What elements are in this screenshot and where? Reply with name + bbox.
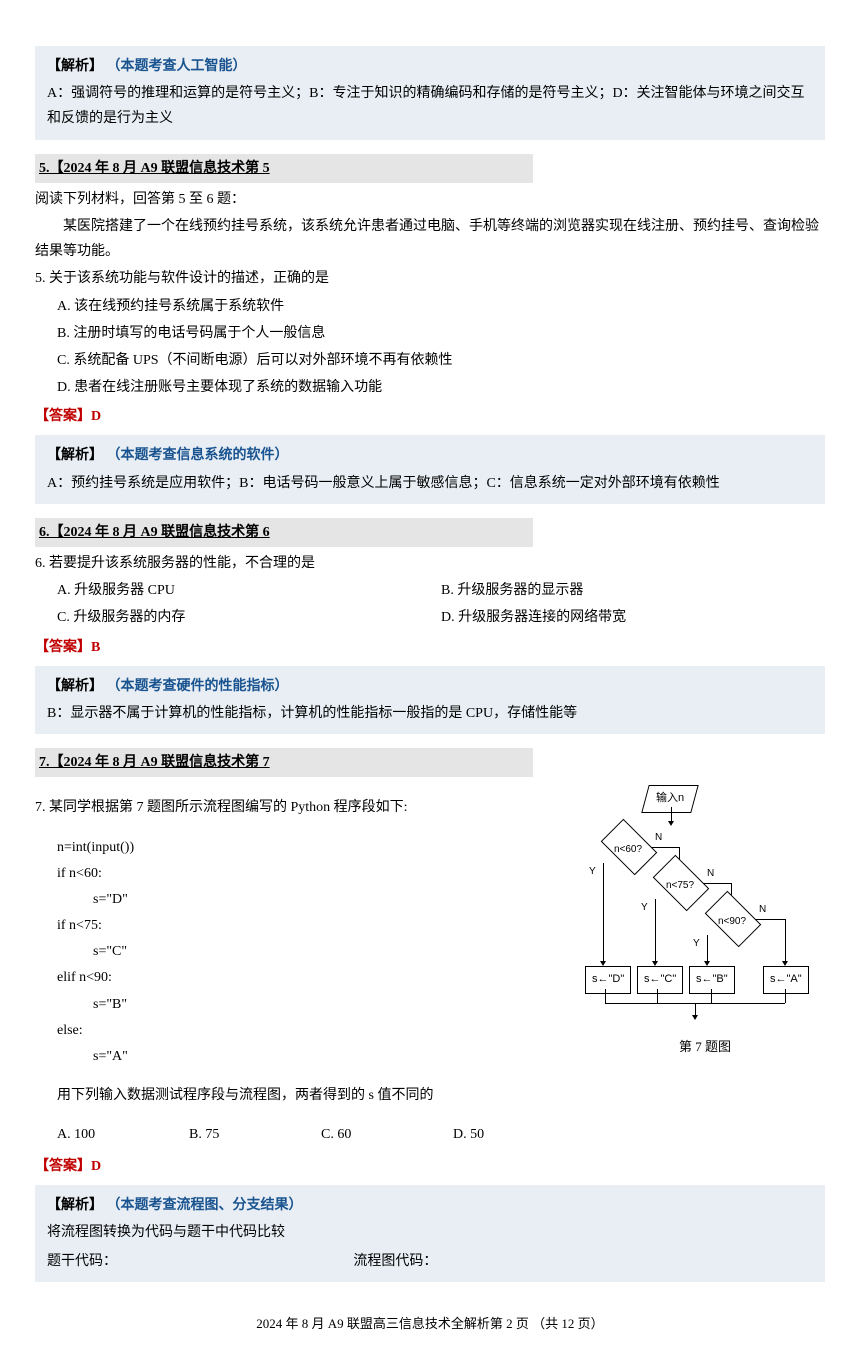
analysis-topic: （本题考查硬件的性能指标）	[107, 679, 289, 694]
q7-opt-d: D. 50	[453, 1122, 585, 1147]
flowchart: 输入n n<60? Y N n<75? Y N n<90? Y N	[585, 781, 825, 1031]
analysis-topic: （本题考查人工智能）	[107, 59, 247, 74]
q6-opt-a: A. 升级服务器 CPU	[57, 578, 441, 603]
analysis-box-q5: 【解析】 （本题考查信息系统的软件） A：预约挂号系统是应用软件；B：电话号码一…	[35, 435, 825, 503]
q6-stem: 6. 若要提升该系统服务器的性能，不合理的是	[35, 551, 825, 576]
q5-opt-a: A. 该在线预约挂号系统属于系统软件	[35, 294, 825, 319]
q7-opt-b: B. 75	[189, 1122, 321, 1147]
q5-body: 阅读下列材料，回答第 5 至 6 题： 某医院搭建了一个在线预约挂号系统，该系统…	[35, 187, 825, 401]
q5-answer: 【答案】D	[35, 404, 825, 429]
q5-context: 某医院搭建了一个在线预约挂号系统，该系统允许患者通过电脑、手机等终端的浏览器实现…	[35, 214, 825, 264]
analysis-label: 【解析】	[47, 59, 103, 74]
q7-opt-a: A. 100	[57, 1122, 189, 1147]
q6-opt-d: D. 升级服务器连接的网络带宽	[441, 605, 825, 630]
analysis-content: A：预约挂号系统是应用软件；B：电话号码一般意义上属于敏感信息；C：信息系统一定…	[47, 471, 813, 496]
compare-left: 题干代码：	[47, 1249, 353, 1274]
analysis-box-q4: 【解析】 （本题考查人工智能） A：强调符号的推理和运算的是符号主义；B：专注于…	[35, 46, 825, 140]
q7-header: 7.【2024 年 8 月 A9 联盟信息技术第 7	[35, 748, 533, 777]
page-footer: 2024 年 8 月 A9 联盟高三信息技术全解析第 2 页 （共 12 页）	[35, 1312, 825, 1335]
q7-code: n=int(input()) if n<60: s="D" if n<75: s…	[35, 835, 585, 1070]
q7-left: 7. 某同学根据第 7 题图所示流程图编写的 Python 程序段如下: n=i…	[35, 781, 585, 1149]
analysis-label: 【解析】	[47, 679, 103, 694]
q7-stem: 7. 某同学根据第 7 题图所示流程图编写的 Python 程序段如下:	[35, 795, 585, 820]
q5-opt-d: D. 患者在线注册账号主要体现了系统的数据输入功能	[35, 375, 825, 400]
analysis-topic: （本题考查流程图、分支结果）	[107, 1198, 303, 1213]
q7-test: 用下列输入数据测试程序段与流程图，两者得到的 s 值不同的	[35, 1083, 585, 1108]
q5-header: 5.【2024 年 8 月 A9 联盟信息技术第 5	[35, 154, 533, 183]
q6-header: 6.【2024 年 8 月 A9 联盟信息技术第 6	[35, 518, 533, 547]
analysis-content: 将流程图转换为代码与题干中代码比较	[47, 1220, 813, 1245]
q6-answer: 【答案】B	[35, 635, 825, 660]
q5-opt-b: B. 注册时填写的电话号码属于个人一般信息	[35, 321, 825, 346]
analysis-box-q7: 【解析】 （本题考查流程图、分支结果） 将流程图转换为代码与题干中代码比较 题干…	[35, 1185, 825, 1283]
analysis-topic: （本题考查信息系统的软件）	[107, 448, 289, 463]
flowchart-caption: 第 7 题图	[585, 1035, 825, 1058]
q7-flowchart-panel: 输入n n<60? Y N n<75? Y N n<90? Y N	[585, 781, 825, 1149]
analysis-box-q6: 【解析】 （本题考查硬件的性能指标） B：显示器不属于计算机的性能指标，计算机的…	[35, 666, 825, 734]
q5-opt-c: C. 系统配备 UPS（不间断电源）后可以对外部环境不再有依赖性	[35, 348, 825, 373]
fc-b1: s←"D"	[585, 966, 631, 994]
fc-b2: s←"C"	[637, 966, 683, 994]
q7-opt-c: C. 60	[321, 1122, 453, 1147]
q6-opt-c: C. 升级服务器的内存	[57, 605, 441, 630]
q7-answer: 【答案】D	[35, 1154, 825, 1179]
analysis-content: B：显示器不属于计算机的性能指标，计算机的性能指标一般指的是 CPU，存储性能等	[47, 701, 813, 726]
q5-intro: 阅读下列材料，回答第 5 至 6 题：	[35, 187, 825, 212]
q5-stem: 5. 关于该系统功能与软件设计的描述，正确的是	[35, 266, 825, 291]
analysis-content: A：强调符号的推理和运算的是符号主义；B：专注于知识的精确编码和存储的是符号主义…	[47, 81, 813, 131]
q6-opt-b: B. 升级服务器的显示器	[441, 578, 825, 603]
q6-body: 6. 若要提升该系统服务器的性能，不合理的是 A. 升级服务器 CPU B. 升…	[35, 551, 825, 631]
compare-right: 流程图代码：	[353, 1249, 813, 1274]
analysis-label: 【解析】	[47, 448, 103, 463]
analysis-label: 【解析】	[47, 1198, 103, 1213]
